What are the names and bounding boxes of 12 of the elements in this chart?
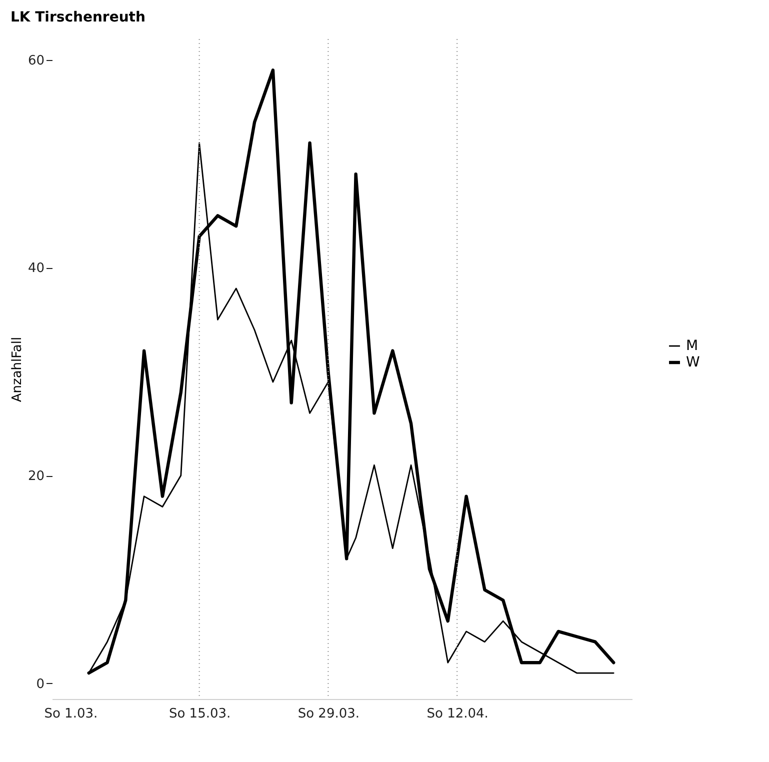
- y-axis-title: AnzahlFall: [10, 336, 25, 402]
- y-tick-label: 40: [28, 261, 44, 276]
- x-tick-label: So 15.03.: [168, 706, 231, 722]
- y-tick-label: 0: [36, 676, 44, 692]
- y-tick-label: 20: [28, 469, 44, 484]
- legend-label: M: [686, 338, 698, 354]
- x-tick-label: So 1.03.: [44, 706, 98, 722]
- x-tick-label: So 29.03.: [298, 706, 360, 722]
- y-tick-label: 60: [28, 53, 44, 68]
- chart-title: LK Tirschenreuth: [10, 10, 146, 26]
- legend-label: W: [686, 354, 700, 370]
- x-tick-label: So 12.04.: [426, 706, 488, 722]
